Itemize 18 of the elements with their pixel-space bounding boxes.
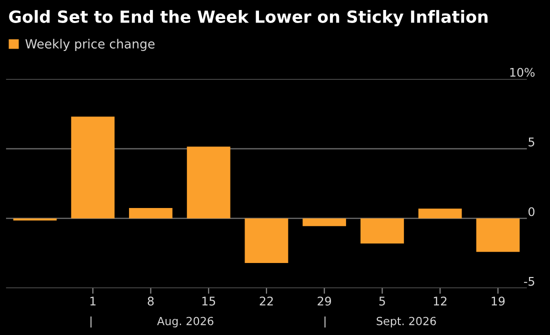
y-tick-label: 10% xyxy=(510,68,535,77)
x-tick-label: 22 xyxy=(260,296,273,306)
x-tick-label: 12 xyxy=(434,296,446,306)
y-tick-label: 0 xyxy=(528,207,534,216)
x-tick-label: 15 xyxy=(202,296,216,306)
text: | xyxy=(324,316,326,328)
text: Sept. 2026 xyxy=(376,316,436,328)
text: Aug. 2026 xyxy=(157,316,214,328)
x-tick-label: 5 xyxy=(379,296,385,306)
text: | xyxy=(90,316,92,328)
chart-title: Gold Set to End the Week Lower on Sticky Inflation xyxy=(9,10,488,26)
x-tick-label: 1 xyxy=(90,296,96,306)
y-tick-label: 5 xyxy=(528,138,534,146)
legend-label: Weekly price change xyxy=(25,38,155,51)
x-tick-label: 8 xyxy=(148,296,154,306)
x-tick-label: 29 xyxy=(318,296,332,306)
x-tick-label: 19 xyxy=(492,296,505,306)
y-tick-label: -5 xyxy=(524,277,534,286)
